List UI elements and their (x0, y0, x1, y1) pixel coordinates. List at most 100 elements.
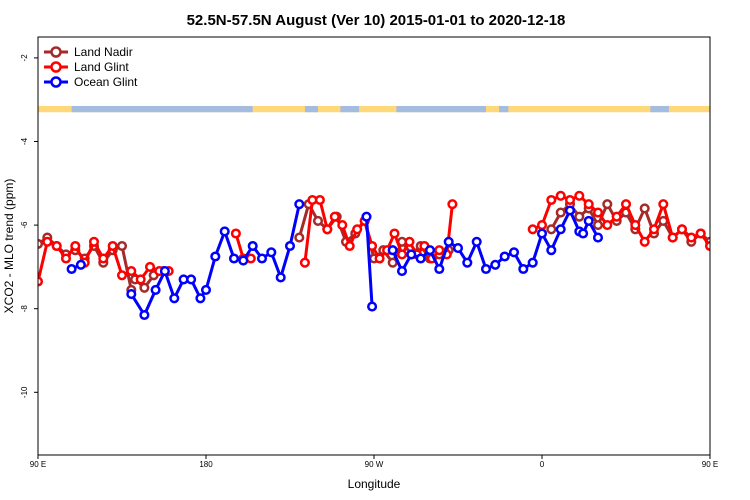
data-point-ocean-glint (266, 247, 277, 258)
data-point-land-glint (611, 211, 622, 222)
data-point-land-nadir (592, 220, 604, 231)
data-point-ocean-glint (578, 228, 589, 239)
data-point-land-glint (352, 224, 363, 235)
y-tick-label: -6 (20, 221, 29, 229)
data-point-land-nadir (574, 211, 585, 222)
data-point-ocean-glint (228, 253, 240, 264)
data-point-ocean-glint (294, 199, 305, 210)
legend: Land Nadir Land Glint Ocean Glint (44, 45, 138, 89)
data-point-land-glint (299, 257, 310, 268)
data-point-ocean-glint (126, 289, 137, 300)
data-point-ocean-glint (210, 251, 221, 262)
map-strip-land (38, 105, 710, 113)
chart-title: 52.5N-57.5N August (Ver 10) 2015-01-01 t… (187, 12, 566, 29)
y-tick-label: -8 (20, 305, 29, 313)
data-point-land-glint (527, 224, 538, 235)
data-point-ocean-glint (480, 263, 492, 275)
data-point-land-nadir (294, 232, 305, 243)
y-tick-label: -2 (20, 54, 29, 62)
data-point-land-nadir (639, 203, 650, 214)
data-point-ocean-glint (490, 259, 501, 270)
data-point-land-glint (602, 220, 613, 231)
data-point-land-glint (51, 240, 62, 252)
data-point-land-nadir (602, 199, 613, 210)
legend-marker-ocean-glint (50, 76, 62, 88)
data-point-ocean-glint (452, 243, 464, 254)
map-strip-ocean (650, 105, 669, 113)
map-strip-ocean (340, 105, 360, 113)
data-point-land-glint (98, 253, 109, 264)
data-point-land-glint (686, 232, 697, 243)
data-point-land-glint (322, 224, 333, 235)
legend-label-land-glint: Land Glint (74, 60, 129, 74)
data-point-land-glint (574, 190, 585, 201)
data-point-ocean-glint (284, 240, 296, 252)
data-point-land-glint (329, 211, 340, 222)
series-line-ocean-glint (365, 216, 374, 307)
data-point-ocean-glint (406, 249, 417, 260)
data-point-land-glint (107, 240, 118, 252)
legend-label-ocean-glint: Ocean Glint (74, 75, 138, 89)
data-point-ocean-glint (462, 257, 473, 268)
data-point-ocean-glint (415, 253, 426, 264)
data-point-ocean-glint (592, 232, 604, 243)
x-tick-label: 90 E (702, 460, 718, 469)
legend-label-land-nadir: Land Nadir (74, 45, 133, 59)
data-point-ocean-glint (434, 263, 445, 275)
data-point-ocean-glint (564, 205, 576, 216)
data-point-ocean-glint (139, 309, 150, 321)
data-point-land-nadir (312, 215, 324, 226)
data-point-ocean-glint (508, 247, 520, 258)
data-point-land-glint (60, 253, 72, 264)
data-point-ocean-glint (424, 245, 436, 256)
map-strip-ocean (71, 105, 150, 113)
data-point-ocean-glint (169, 293, 180, 304)
map-strip-ocean (304, 105, 318, 113)
data-point-land-glint (434, 245, 445, 256)
data-point-land-glint (592, 207, 604, 218)
data-point-land-glint (648, 224, 660, 235)
data-point-land-nadir (116, 240, 128, 252)
data-point-land-glint (42, 236, 53, 247)
x-axis-label: Longitude (348, 477, 401, 491)
data-point-ocean-glint (159, 266, 170, 277)
map-strip-ocean (150, 105, 253, 113)
data-point-land-glint (667, 232, 678, 243)
data-point-land-nadir (387, 257, 398, 268)
x-axis: 90 E 180 90 W 0 90 E (30, 455, 718, 469)
data-point-land-glint (704, 240, 710, 252)
data-point-land-glint (135, 274, 146, 285)
data-point-land-nadir (139, 282, 150, 293)
data-point-land-glint (344, 240, 355, 252)
data-point-land-glint (230, 228, 241, 239)
y-tick-label: -10 (20, 386, 29, 398)
data-point-land-glint (620, 199, 632, 210)
data-point-ocean-glint (66, 263, 77, 275)
data-point-land-glint (555, 190, 566, 201)
x-tick-label: 90 E (30, 460, 46, 469)
y-tick-label: -4 (20, 137, 29, 145)
data-point-ocean-glint (367, 301, 378, 312)
data-point-land-glint (126, 266, 137, 277)
data-point-land-glint (374, 253, 385, 264)
data-point-land-glint (396, 249, 408, 260)
series-ocean-glint (66, 199, 604, 321)
data-point-ocean-glint (443, 236, 454, 247)
data-point-land-glint (564, 194, 576, 206)
data-point-ocean-glint (219, 226, 230, 237)
x-tick-label: 180 (199, 460, 213, 469)
map-strip-ocean (499, 105, 509, 113)
data-point-land-glint (583, 199, 594, 210)
data-point-land-glint (630, 220, 641, 231)
legend-marker-land-nadir (50, 46, 62, 58)
data-point-land-nadir (555, 207, 566, 218)
map-strip-ocean (396, 105, 486, 113)
data-point-ocean-glint (396, 266, 408, 277)
data-point-land-glint (314, 194, 325, 206)
data-point-ocean-glint (583, 215, 594, 226)
data-point-ocean-glint (195, 293, 206, 304)
data-point-ocean-glint (518, 263, 529, 275)
data-point-ocean-glint (256, 253, 268, 264)
x-tick-label: 90 W (365, 460, 384, 469)
